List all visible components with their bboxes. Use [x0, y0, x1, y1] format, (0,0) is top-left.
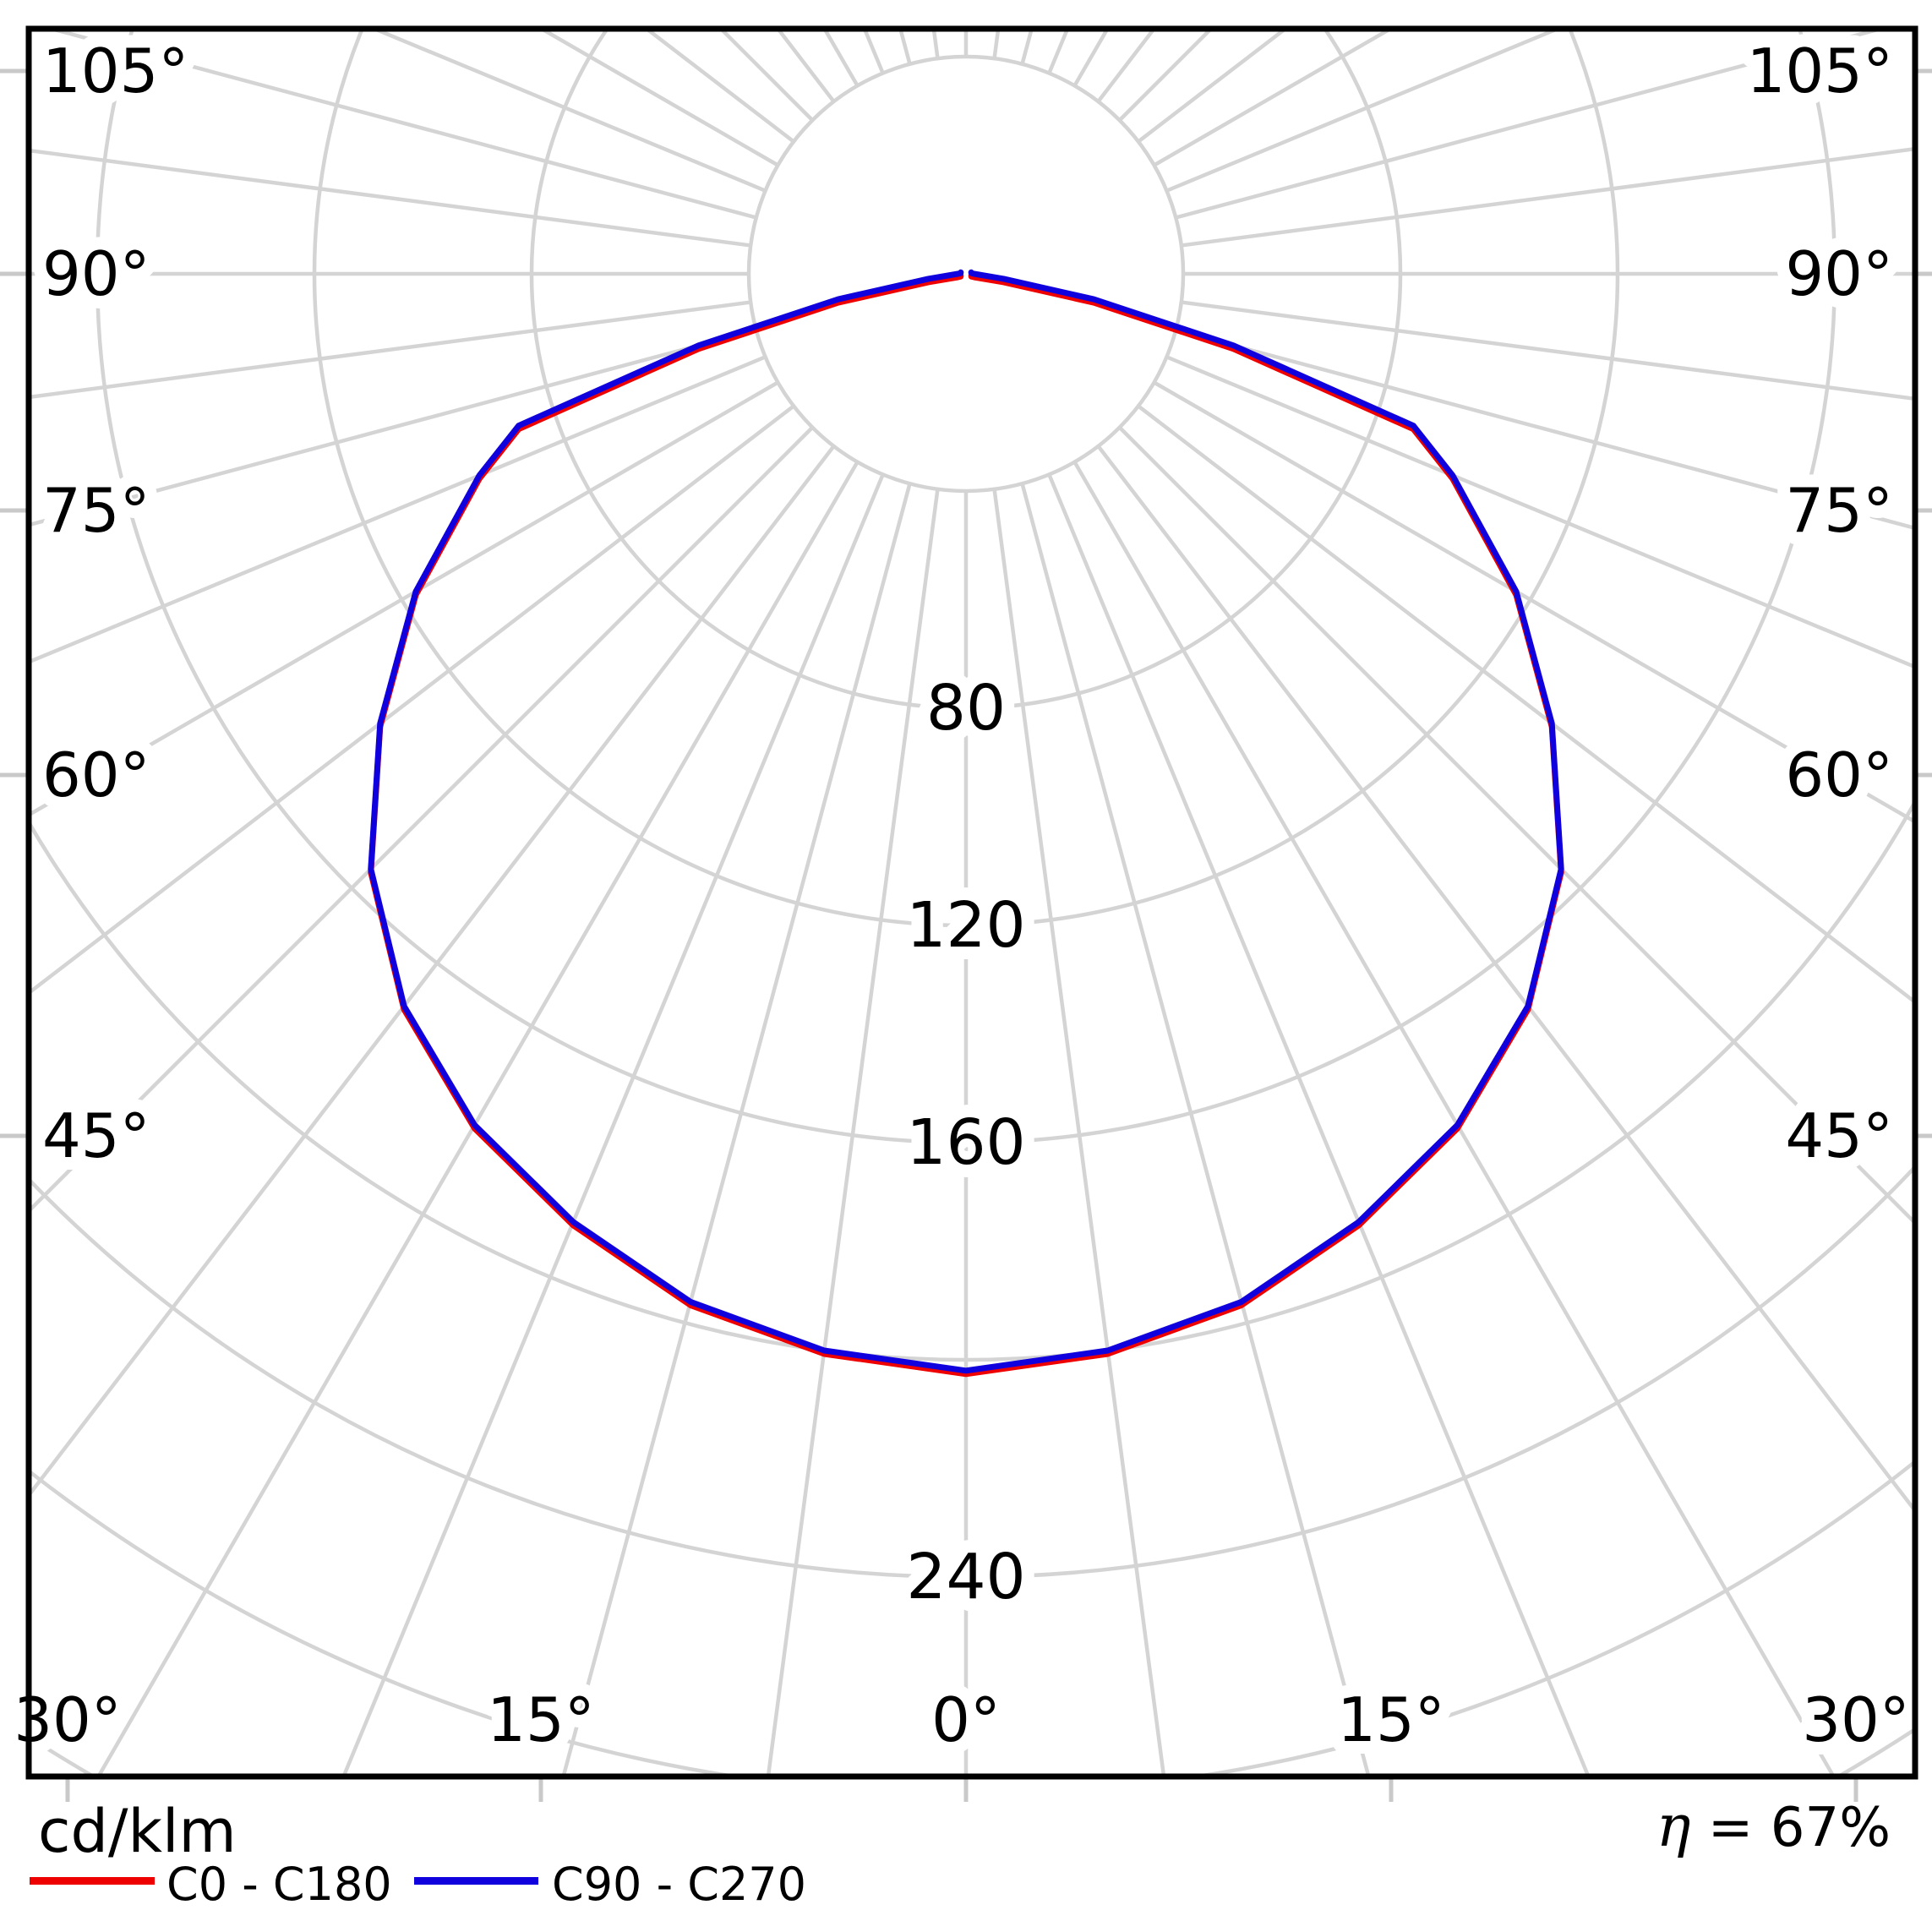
- angle-label-left: 45°: [42, 1100, 150, 1171]
- grid-ray: [766, 488, 940, 1776]
- angle-label-left: 75°: [42, 475, 150, 546]
- grid-ray: [1181, 300, 1915, 401]
- grid-ray: [29, 328, 757, 527]
- radius-label: 120: [906, 889, 1025, 962]
- grid-ray: [1165, 355, 1915, 669]
- radius-label: 240: [906, 1541, 1025, 1613]
- grid-ray: [561, 483, 912, 1776]
- grid-ray: [1137, 404, 1915, 1005]
- curve-c90-c270: [368, 269, 1564, 1374]
- grid-ray: [1072, 461, 1836, 1776]
- angle-label-left: 105°: [42, 35, 188, 106]
- grid-ray: [1153, 380, 1915, 824]
- unit-label: cd/klm: [38, 1797, 237, 1866]
- grid-ray: [29, 300, 751, 400]
- legend-label-c0-c180: C0 - C180: [166, 1858, 392, 1911]
- grid-ray: [96, 461, 860, 1776]
- grid-ray: [44, 29, 757, 220]
- angle-label-right: 45°: [1785, 1100, 1893, 1171]
- grid-ray: [341, 473, 885, 1776]
- grid-ray: [1118, 426, 1915, 1226]
- angle-label-right: 75°: [1785, 475, 1893, 546]
- grid-ray: [1181, 146, 1915, 248]
- angle-label-bottom: 30°: [1802, 1684, 1910, 1755]
- grid-ray: [1165, 29, 1564, 193]
- grid-ray: [29, 426, 814, 1214]
- angle-label-right: 105°: [1747, 35, 1893, 106]
- grid-ray: [992, 488, 1166, 1776]
- angle-label-right: 60°: [1785, 740, 1893, 810]
- grid-ray: [29, 404, 795, 996]
- angle-label-bottom: 15°: [487, 1684, 595, 1755]
- legend-swatch-c0-c180: [30, 1877, 155, 1885]
- eta-symbol: η: [1656, 1793, 1691, 1860]
- radius-label: 160: [906, 1106, 1025, 1179]
- grid-ray: [1047, 29, 1070, 74]
- angle-label-left: 90°: [42, 238, 150, 309]
- grid-ray: [1096, 445, 1915, 1514]
- grid-ray: [29, 380, 779, 817]
- angle-label-left: 60°: [42, 740, 150, 810]
- plot-border: [25, 25, 1918, 1780]
- radius-label: 80: [926, 672, 1006, 745]
- grid-ray: [29, 148, 751, 248]
- grid-circle: [746, 54, 1186, 494]
- grid-ray: [1047, 473, 1591, 1776]
- legend-label-c90-c270: C90 - C270: [552, 1858, 807, 1911]
- grid-ray: [29, 445, 836, 1498]
- curve-c0-c180: [368, 272, 1564, 1378]
- eta-value: = 67%: [1690, 1797, 1891, 1859]
- efficiency-label: η = 67%: [1656, 1798, 1891, 1856]
- legend-swatch-c90-c270: [414, 1877, 538, 1885]
- angle-label-bottom: 15°: [1337, 1684, 1445, 1755]
- grid-ray: [1020, 483, 1371, 1776]
- grid-ray: [862, 29, 885, 74]
- grid-ray: [1175, 29, 1888, 220]
- angle-label-right: 90°: [1785, 238, 1893, 309]
- angle-label-bottom: 0°: [931, 1684, 1001, 1755]
- grid-ray: [1175, 328, 1915, 531]
- grid-ray: [368, 29, 767, 193]
- grid-ray: [29, 355, 767, 664]
